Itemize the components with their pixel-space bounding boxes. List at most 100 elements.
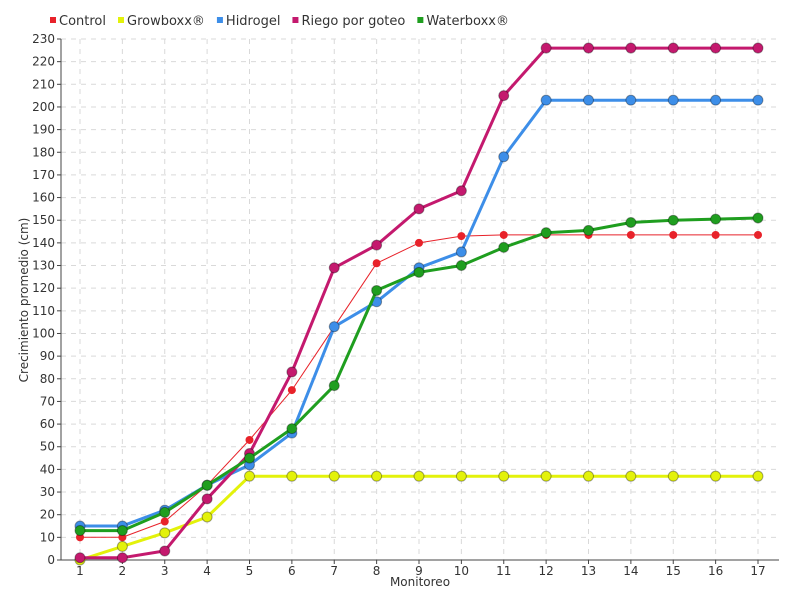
grid bbox=[61, 38, 779, 560]
x-tick-label: 2 bbox=[119, 564, 127, 578]
data-point[interactable] bbox=[159, 545, 171, 557]
data-point[interactable] bbox=[286, 470, 298, 482]
data-point[interactable] bbox=[540, 227, 552, 239]
data-point[interactable] bbox=[667, 470, 679, 482]
data-point[interactable] bbox=[201, 493, 213, 505]
data-point[interactable] bbox=[583, 42, 594, 54]
data-point[interactable] bbox=[415, 238, 423, 247]
data-point[interactable] bbox=[752, 470, 764, 482]
data-point[interactable] bbox=[371, 239, 383, 251]
data-point[interactable] bbox=[201, 511, 213, 523]
data-point[interactable] bbox=[118, 533, 127, 542]
x-axis-title: Monitoreo bbox=[390, 575, 450, 589]
x-tick-label: 8 bbox=[373, 564, 381, 578]
data-point[interactable] bbox=[498, 241, 510, 253]
data-point[interactable] bbox=[457, 232, 466, 241]
y-tick-label: 90 bbox=[40, 349, 55, 363]
data-point[interactable] bbox=[455, 246, 467, 258]
data-point[interactable] bbox=[710, 94, 722, 106]
data-point[interactable] bbox=[372, 259, 381, 268]
data-point[interactable] bbox=[583, 470, 594, 482]
legend-item[interactable]: Waterboxx® bbox=[417, 14, 509, 29]
data-point[interactable] bbox=[498, 90, 510, 102]
data-point[interactable] bbox=[625, 42, 637, 54]
data-point[interactable] bbox=[710, 42, 722, 54]
x-tick-label: 5 bbox=[246, 564, 254, 578]
x-tick-label: 14 bbox=[623, 564, 638, 578]
data-point[interactable] bbox=[540, 42, 552, 54]
y-tick-label: 190 bbox=[32, 123, 55, 137]
data-point[interactable] bbox=[455, 470, 467, 482]
data-point[interactable] bbox=[583, 94, 594, 106]
data-point[interactable] bbox=[328, 380, 340, 392]
x-tick-label: 17 bbox=[750, 564, 765, 578]
data-point[interactable] bbox=[116, 525, 128, 537]
data-point[interactable] bbox=[244, 470, 255, 482]
data-point[interactable] bbox=[371, 470, 383, 482]
data-point[interactable] bbox=[287, 386, 296, 395]
series-line bbox=[79, 474, 758, 562]
data-point[interactable] bbox=[328, 262, 340, 274]
data-point[interactable] bbox=[328, 321, 340, 333]
x-tick-label: 6 bbox=[288, 564, 296, 578]
data-point[interactable] bbox=[413, 266, 425, 278]
data-point[interactable] bbox=[754, 230, 762, 239]
y-tick-label: 20 bbox=[40, 508, 55, 522]
data-point[interactable] bbox=[710, 213, 722, 225]
data-point[interactable] bbox=[625, 94, 637, 106]
data-point[interactable] bbox=[159, 506, 171, 518]
data-point[interactable] bbox=[201, 479, 213, 491]
data-point[interactable] bbox=[583, 224, 594, 236]
y-tick-label: 40 bbox=[40, 462, 55, 476]
data-point[interactable] bbox=[499, 230, 508, 239]
data-point[interactable] bbox=[540, 94, 552, 106]
data-point[interactable] bbox=[286, 366, 298, 378]
y-tick-label: 120 bbox=[32, 281, 55, 295]
legend-item[interactable]: Control bbox=[50, 14, 106, 29]
legend-swatch bbox=[216, 17, 223, 23]
y-tick-label: 110 bbox=[32, 304, 55, 318]
legend-label: Waterboxx® bbox=[426, 14, 509, 29]
data-point[interactable] bbox=[667, 94, 679, 106]
data-point[interactable] bbox=[711, 230, 720, 239]
legend-swatch bbox=[118, 17, 124, 23]
data-point[interactable] bbox=[626, 230, 635, 239]
data-point[interactable] bbox=[160, 517, 169, 526]
data-point[interactable] bbox=[455, 260, 467, 272]
data-point[interactable] bbox=[371, 284, 383, 296]
data-point[interactable] bbox=[667, 42, 679, 54]
data-point[interactable] bbox=[752, 94, 764, 106]
data-point[interactable] bbox=[159, 527, 171, 539]
data-point[interactable] bbox=[328, 470, 340, 482]
data-point[interactable] bbox=[286, 423, 298, 435]
x-tick-label: 16 bbox=[708, 564, 723, 578]
data-point[interactable] bbox=[498, 151, 510, 163]
data-point[interactable] bbox=[752, 42, 764, 54]
data-point[interactable] bbox=[498, 470, 510, 482]
data-point[interactable] bbox=[244, 452, 255, 464]
data-point[interactable] bbox=[667, 214, 679, 226]
y-tick-label: 170 bbox=[32, 168, 55, 182]
data-point[interactable] bbox=[116, 540, 128, 552]
data-point[interactable] bbox=[710, 470, 722, 482]
legend-item[interactable]: Growboxx® bbox=[118, 14, 205, 29]
data-point[interactable] bbox=[455, 185, 467, 197]
data-point[interactable] bbox=[116, 552, 128, 564]
y-tick-label: 100 bbox=[32, 326, 55, 340]
data-point[interactable] bbox=[245, 435, 254, 444]
data-point[interactable] bbox=[625, 470, 637, 482]
data-point[interactable] bbox=[74, 525, 86, 537]
data-point[interactable] bbox=[413, 203, 425, 215]
data-point[interactable] bbox=[74, 552, 86, 564]
data-point[interactable] bbox=[76, 533, 84, 542]
data-point[interactable] bbox=[625, 216, 637, 228]
y-axis-title: Crecimiento promedio (cm) bbox=[17, 218, 31, 383]
data-point[interactable] bbox=[540, 470, 552, 482]
legend-item[interactable]: Riego por goteo bbox=[292, 14, 405, 29]
y-tick-label: 80 bbox=[40, 372, 55, 386]
data-point[interactable] bbox=[669, 230, 678, 239]
legend-item[interactable]: Hidrogel bbox=[216, 14, 281, 29]
data-point[interactable] bbox=[413, 470, 425, 482]
data-point[interactable] bbox=[752, 212, 764, 224]
